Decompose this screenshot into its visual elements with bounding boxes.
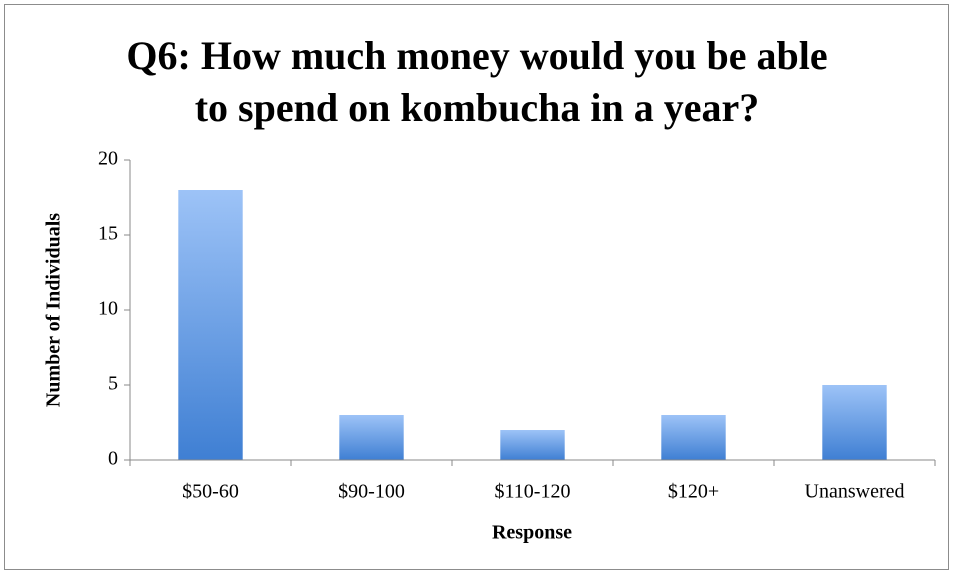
y-tick-label: 0 [108,448,118,470]
x-tick-label: $90-100 [338,481,405,503]
bar [339,415,404,460]
y-tick-label: 5 [108,373,118,395]
chart-border [4,4,949,570]
x-tick-label: $110-120 [495,481,571,503]
x-tick-label: $120+ [668,481,719,503]
x-tick-label: $50-60 [182,481,239,503]
y-tick-label: 10 [98,298,118,320]
chart-title: Q6: How much money would you be able to s… [126,33,827,130]
x-tick-label: Unanswered [805,481,905,503]
y-tick-label: 15 [98,223,118,245]
y-axis-title: Number of Individuals [43,213,65,407]
bar [661,415,726,460]
bar [178,190,243,460]
bar [822,385,887,460]
y-tick-label: 20 [98,148,118,170]
bar [500,430,565,460]
x-axis-title: Response [492,522,572,544]
